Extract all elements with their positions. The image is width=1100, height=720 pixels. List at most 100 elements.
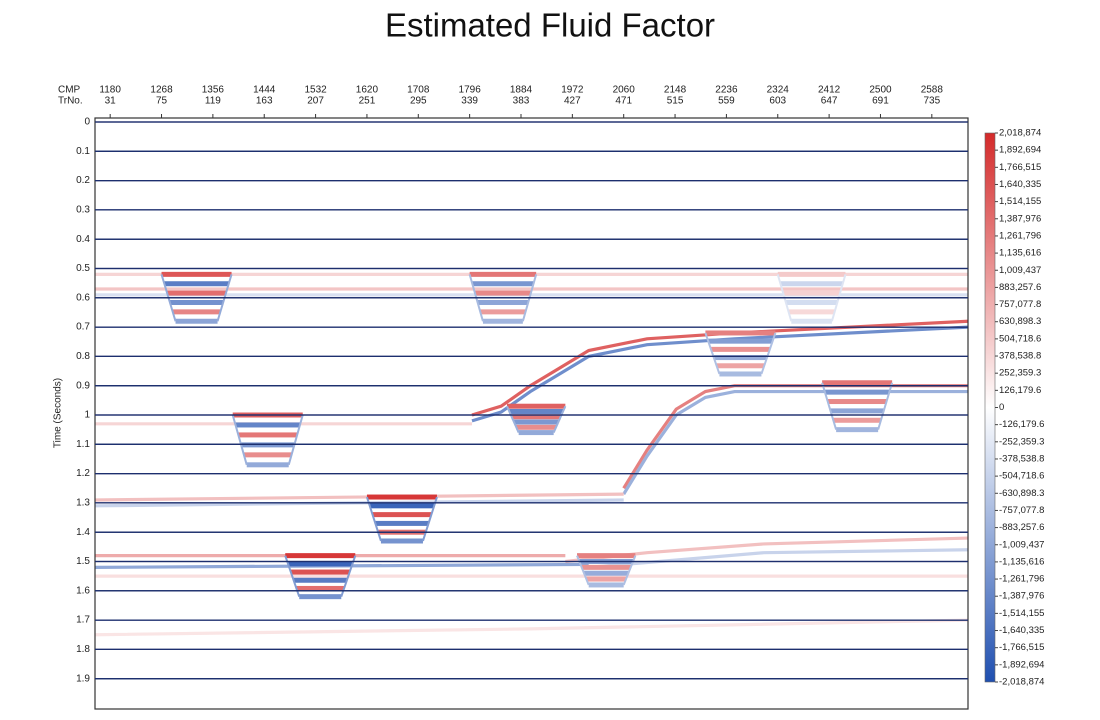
anomaly-band xyxy=(167,290,226,296)
x2-tick-label: 163 xyxy=(256,96,273,107)
anomaly-edge xyxy=(760,332,777,375)
anomaly-band xyxy=(513,419,559,425)
y-tick-label: 1.5 xyxy=(76,556,90,567)
anomaly-band xyxy=(369,503,435,509)
anomaly-band xyxy=(288,561,353,567)
anomaly-band xyxy=(713,355,768,361)
colorbar-tick-label: -757,077.8 xyxy=(999,505,1044,516)
anomaly-band xyxy=(299,594,342,600)
anomaly-band xyxy=(172,309,221,315)
anomaly-edge xyxy=(622,555,637,586)
anomaly-band xyxy=(708,338,773,344)
x-tick-label: 2588 xyxy=(921,85,944,96)
colorbar-tick-label: -630,898.3 xyxy=(999,488,1044,499)
colorbar-tick-label: 1,640,335 xyxy=(999,179,1041,190)
anomaly-band xyxy=(716,363,765,369)
reflector xyxy=(95,492,624,502)
colorbar-tick-label: -883,257.6 xyxy=(999,522,1044,533)
anomaly-band xyxy=(586,576,627,582)
x-tick-label: 1884 xyxy=(510,85,533,96)
x2-tick-label: 75 xyxy=(156,96,168,107)
anomaly-band xyxy=(783,290,841,296)
anomaly-band xyxy=(161,271,232,277)
anomaly-band xyxy=(830,408,884,414)
x2-tick-label: 383 xyxy=(513,96,530,107)
colorbar xyxy=(984,132,996,683)
anomaly-band xyxy=(480,309,526,315)
y-tick-label: 0 xyxy=(84,117,90,128)
anomaly-band xyxy=(372,512,432,518)
x-tick-label: 2500 xyxy=(869,85,892,96)
x-tick-label: 1708 xyxy=(407,85,430,96)
anomaly-edge xyxy=(422,496,438,542)
x-tick-label: 2060 xyxy=(613,85,636,96)
y-tick-label: 0.8 xyxy=(76,351,90,362)
colorbar-tick-label: 504,718.6 xyxy=(999,333,1041,344)
x2-tick-label: 603 xyxy=(769,96,786,107)
anomaly-band xyxy=(780,281,843,287)
colorbar-tick-label: 883,257.6 xyxy=(999,282,1041,293)
anomaly-edge xyxy=(365,496,382,542)
anomaly-band xyxy=(791,318,832,324)
anomaly-band xyxy=(175,318,218,324)
colorbar-tick-label: 1,766,515 xyxy=(999,162,1041,173)
anomaly-band xyxy=(482,318,523,324)
anomaly-band xyxy=(506,403,566,409)
colorbar-tick-label: 1,135,616 xyxy=(999,248,1041,259)
x2-tick-label: 559 xyxy=(718,96,735,107)
anomaly-band xyxy=(380,538,423,544)
x-tick-label: 1532 xyxy=(304,85,327,96)
y-tick-label: 0.6 xyxy=(76,292,90,303)
x2-tick-label: 31 xyxy=(105,96,117,107)
anomaly-band xyxy=(296,585,345,591)
x-axis-label: CMP xyxy=(58,85,81,96)
colorbar-tick-label: -126,179.6 xyxy=(999,419,1044,430)
anomaly-band xyxy=(246,462,289,468)
y-tick-label: 1.8 xyxy=(76,644,90,655)
y-tick-label: 1 xyxy=(84,410,90,421)
colorbar-tick-label: -1,261,796 xyxy=(999,574,1044,585)
colorbar-tick-label: 1,261,796 xyxy=(999,230,1041,241)
y-tick-label: 0.4 xyxy=(76,234,90,245)
plot-frame xyxy=(94,117,969,710)
anomaly-band xyxy=(719,371,762,377)
y-tick-label: 1.3 xyxy=(76,498,90,509)
anomaly-band xyxy=(469,271,537,277)
anomaly-band xyxy=(836,427,879,433)
anomaly-edge xyxy=(284,555,301,597)
anomaly-band xyxy=(164,281,229,287)
anomaly-band xyxy=(474,290,531,296)
y-axis-label: Time (Seconds) xyxy=(53,378,64,448)
anomaly-band xyxy=(785,299,838,305)
anomaly-band xyxy=(293,577,347,583)
x-tick-label: 2148 xyxy=(664,85,687,96)
x2-tick-label: 515 xyxy=(667,96,684,107)
colorbar-tick-label: -252,359.3 xyxy=(999,436,1044,447)
anomaly-band xyxy=(366,494,437,500)
y-tick-label: 1.4 xyxy=(76,527,90,538)
anomaly-band xyxy=(581,564,631,570)
y-tick-label: 0.5 xyxy=(76,263,90,274)
anomaly-band xyxy=(516,424,557,430)
y-tick-label: 0.3 xyxy=(76,205,90,216)
x2-tick-label: 735 xyxy=(923,96,940,107)
anomaly-band xyxy=(509,408,564,414)
colorbar-tick-label: 630,898.3 xyxy=(999,316,1041,327)
x-tick-label: 1620 xyxy=(356,85,379,96)
plot-area xyxy=(95,121,968,680)
x2-tick-label: 119 xyxy=(205,96,221,107)
x2-tick-label: 471 xyxy=(615,96,632,107)
x-tick-label: 2412 xyxy=(818,85,841,96)
x2-tick-label: 295 xyxy=(410,96,427,107)
x-tick-label: 2236 xyxy=(715,85,738,96)
colorbar-tick-label: -2,018,874 xyxy=(999,677,1044,688)
anomaly-band xyxy=(477,299,529,305)
anomaly-band xyxy=(584,570,629,576)
anomaly-edge xyxy=(821,382,838,430)
y-tick-label: 1.2 xyxy=(76,468,90,479)
x-tick-label: 1356 xyxy=(202,85,225,96)
anomaly-band xyxy=(833,417,881,423)
x2-tick-label: 647 xyxy=(821,96,838,107)
